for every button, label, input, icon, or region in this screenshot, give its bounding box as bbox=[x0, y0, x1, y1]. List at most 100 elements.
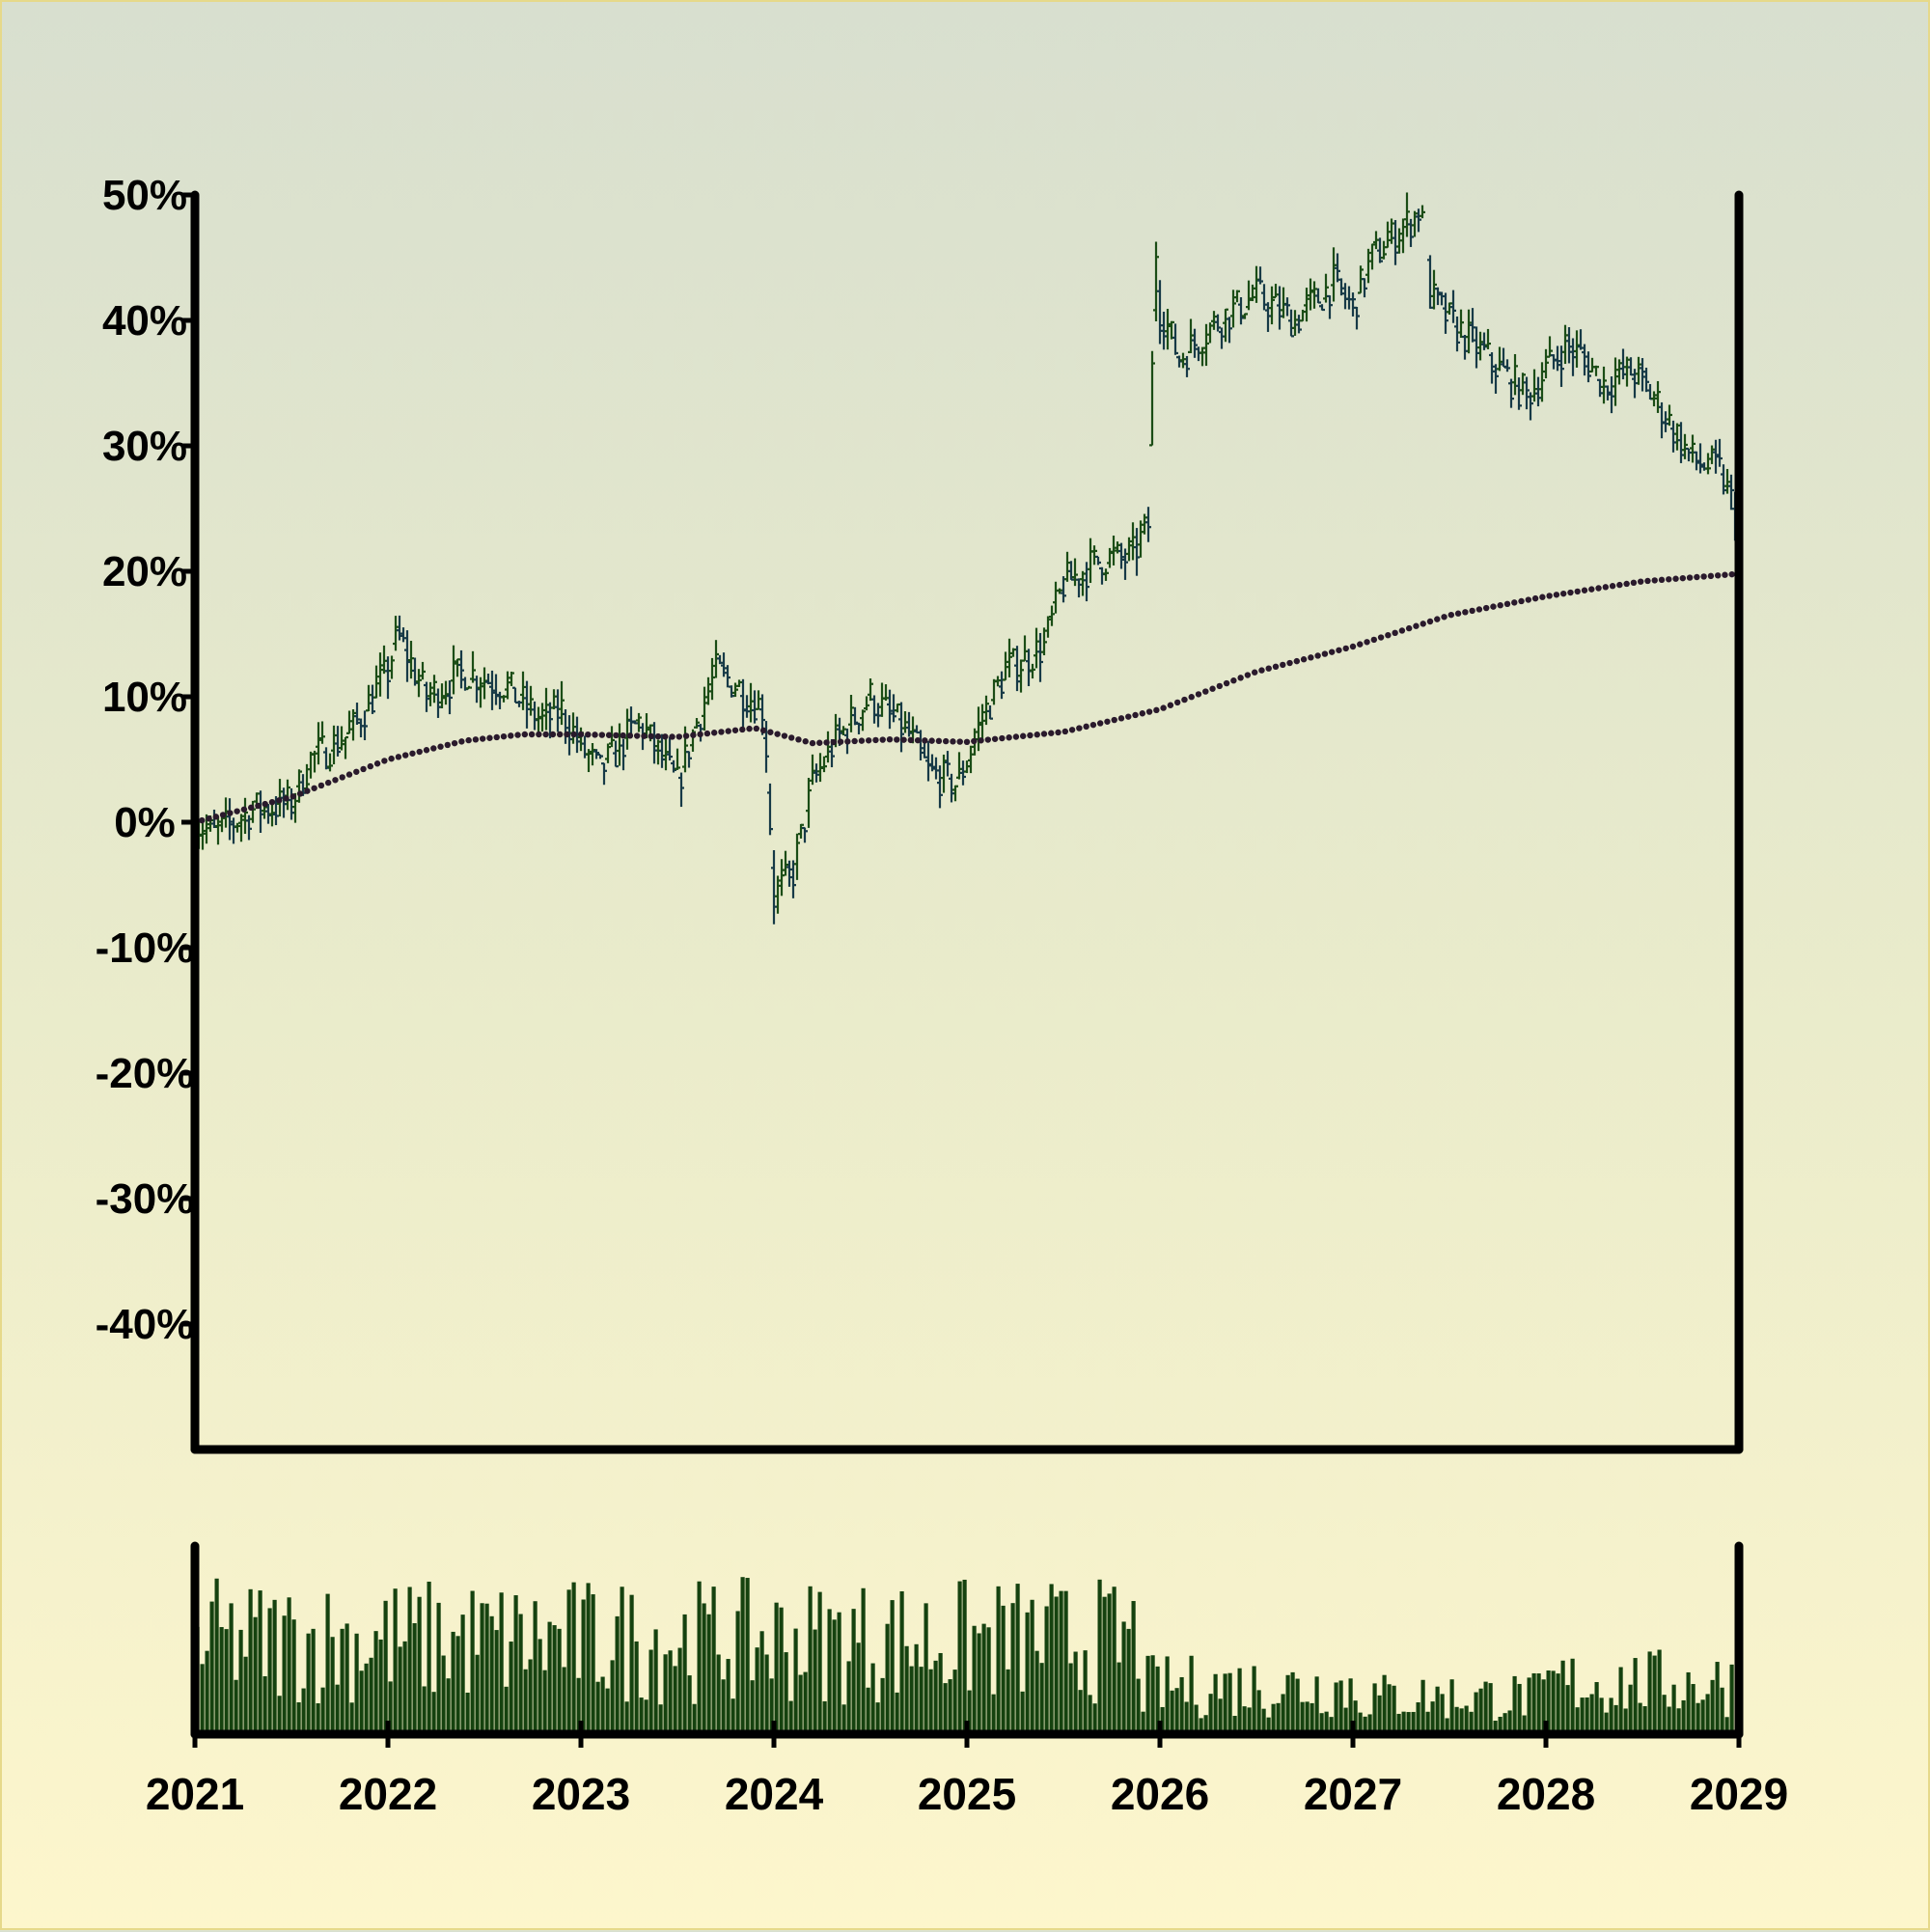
moving-average-point bbox=[1202, 688, 1209, 695]
ohlc-bar bbox=[605, 743, 611, 763]
volume-bar bbox=[919, 1667, 924, 1734]
volume-bar bbox=[996, 1586, 1001, 1734]
moving-average-point bbox=[1503, 600, 1511, 607]
moving-average-point bbox=[605, 731, 613, 738]
volume-bar bbox=[1594, 1682, 1599, 1734]
ohlc-bar bbox=[1088, 538, 1093, 584]
volume-bar bbox=[798, 1674, 803, 1734]
moving-average-point bbox=[1413, 622, 1420, 629]
volume-bar bbox=[489, 1615, 494, 1734]
moving-average-point bbox=[240, 806, 248, 813]
volume-bar bbox=[991, 1694, 996, 1734]
volume-bar bbox=[1700, 1699, 1705, 1734]
volume-bar bbox=[393, 1588, 398, 1734]
moving-average-point bbox=[1308, 654, 1314, 661]
volume-bar bbox=[1088, 1695, 1092, 1734]
volume-bar bbox=[1652, 1655, 1657, 1734]
ohlc-bar bbox=[1300, 309, 1306, 322]
volume-bar bbox=[866, 1687, 870, 1734]
ohlc-bar bbox=[1601, 366, 1607, 404]
ohlc-bar bbox=[1585, 351, 1591, 383]
ohlc-bar bbox=[1037, 632, 1043, 682]
volume-bar bbox=[542, 1670, 547, 1734]
ohlc-bar bbox=[362, 710, 368, 741]
ohlc-bar bbox=[709, 657, 715, 701]
ohlc-bar bbox=[999, 671, 1005, 700]
volume-bar bbox=[340, 1628, 345, 1734]
moving-average-point bbox=[1658, 576, 1666, 584]
ohlc-bar bbox=[1562, 324, 1568, 365]
y-tick-label: -20% bbox=[96, 1050, 195, 1097]
ohlc-bar bbox=[895, 703, 900, 713]
volume-bar bbox=[581, 1599, 586, 1734]
moving-average-point bbox=[219, 812, 227, 818]
volume-bar bbox=[634, 1641, 639, 1734]
moving-average-point bbox=[514, 731, 521, 738]
ohlc-bar bbox=[543, 687, 549, 731]
moving-average-point bbox=[268, 799, 276, 806]
volume-bar bbox=[1170, 1690, 1174, 1734]
moving-average-point bbox=[1398, 627, 1406, 634]
volume-bar bbox=[1141, 1711, 1145, 1734]
ohlc-bar bbox=[547, 702, 553, 739]
volume-bar bbox=[518, 1614, 523, 1734]
ohlc-bar bbox=[1597, 378, 1603, 398]
ohlc-bar bbox=[1311, 281, 1317, 309]
ohlc-bar bbox=[389, 655, 395, 679]
moving-average-point bbox=[1448, 611, 1455, 619]
volume-bar bbox=[451, 1631, 455, 1734]
ohlc-bar bbox=[1640, 358, 1645, 392]
ohlc-bar bbox=[941, 754, 947, 793]
volume-bar bbox=[846, 1661, 851, 1734]
moving-average-point bbox=[682, 732, 690, 739]
moving-average-point bbox=[830, 738, 838, 746]
moving-average-point bbox=[1117, 715, 1125, 722]
ohlc-bar bbox=[1674, 423, 1680, 451]
ohlc-bar bbox=[864, 696, 869, 711]
moving-average-point bbox=[451, 739, 458, 747]
ohlc-bar bbox=[1721, 464, 1726, 495]
ohlc-bar bbox=[813, 763, 819, 783]
volume-bar bbox=[629, 1594, 634, 1734]
ohlc-bar bbox=[1176, 355, 1182, 368]
moving-average-point bbox=[360, 765, 367, 773]
moving-average-point bbox=[1469, 607, 1475, 615]
ohlc-bar bbox=[1439, 291, 1445, 306]
ohlc-bar bbox=[1420, 205, 1425, 219]
volume-bar bbox=[494, 1630, 499, 1734]
volume-bar bbox=[600, 1676, 605, 1734]
ohlc-bar bbox=[1373, 231, 1379, 250]
moving-average-point bbox=[1602, 584, 1610, 591]
moving-average-point bbox=[1145, 708, 1153, 715]
volume-bar bbox=[1575, 1707, 1580, 1734]
volume-bar bbox=[615, 1615, 620, 1734]
moving-average-point bbox=[950, 738, 956, 745]
moving-average-point bbox=[1328, 649, 1336, 655]
moving-average-point bbox=[1153, 706, 1160, 714]
ohlc-bar bbox=[1462, 334, 1468, 360]
volume-bar bbox=[407, 1587, 412, 1734]
moving-average-point bbox=[1475, 606, 1483, 613]
volume-bar bbox=[330, 1637, 335, 1734]
ohlc-bar bbox=[960, 760, 966, 786]
volume-bar bbox=[1261, 1708, 1266, 1734]
ohlc-bar bbox=[373, 665, 379, 699]
ohlc-bar bbox=[1516, 377, 1522, 410]
volume-bar bbox=[1367, 1714, 1372, 1734]
ohlc-bar bbox=[524, 680, 530, 729]
moving-average-point bbox=[465, 736, 472, 744]
moving-average-point bbox=[641, 732, 648, 739]
ohlc-bar bbox=[1219, 327, 1225, 349]
volume-bar bbox=[1049, 1584, 1054, 1734]
moving-average-point bbox=[262, 800, 268, 808]
moving-average-point bbox=[1181, 696, 1188, 704]
volume-bar bbox=[1681, 1699, 1686, 1734]
ohlc-bar bbox=[802, 826, 808, 843]
ohlc-bar bbox=[1188, 318, 1194, 353]
ohlc-bar bbox=[1165, 309, 1171, 350]
volume-bar bbox=[402, 1641, 407, 1734]
moving-average-point bbox=[296, 790, 304, 797]
moving-average-point bbox=[1096, 720, 1104, 727]
moving-average-point bbox=[1420, 621, 1426, 627]
volume-bar bbox=[431, 1692, 436, 1734]
